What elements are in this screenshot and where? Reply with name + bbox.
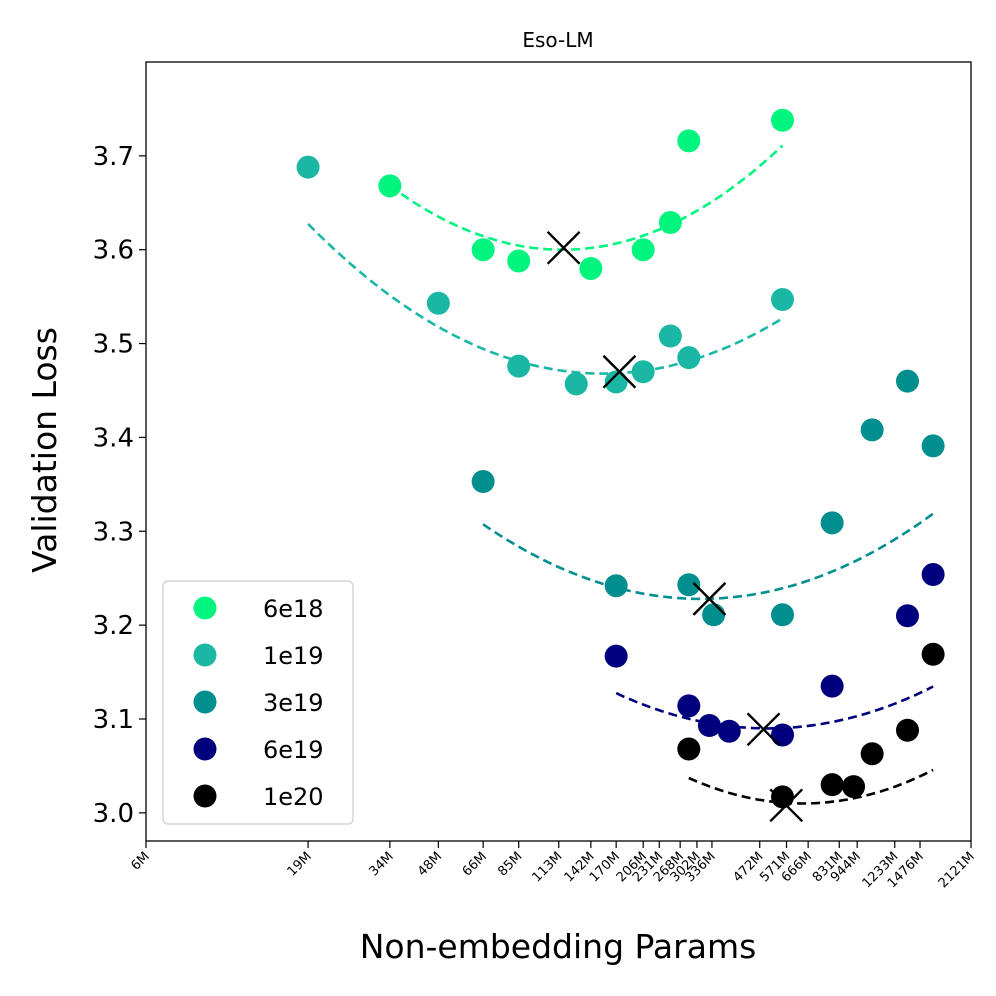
optimum-stroke — [746, 712, 781, 747]
fit-curve-3e19 — [482, 512, 934, 601]
x-tick-label: 6M — [128, 849, 152, 873]
y-tick-label: 3.5 — [93, 330, 134, 360]
y-tick-label: 3.7 — [93, 142, 134, 172]
data-point-6e19 — [697, 714, 721, 738]
data-point-6e19 — [820, 674, 844, 698]
data-point-6e18 — [471, 238, 495, 262]
legend-marker-3e19 — [193, 690, 217, 714]
y-tick-label: 3.6 — [93, 236, 134, 266]
optimum-markers — [546, 230, 804, 823]
data-point-1e19 — [771, 287, 795, 311]
data-point-3e19 — [702, 603, 726, 627]
legend-label-3e19: 3e19 — [263, 689, 324, 717]
data-point-1e19 — [426, 291, 450, 315]
data-point-3e19 — [921, 434, 945, 458]
legend-label-6e19: 6e19 — [263, 736, 324, 764]
legend-marker-6e19 — [193, 737, 217, 761]
x-tick-label: 85M — [495, 849, 525, 879]
legend-label-1e19: 1e19 — [263, 642, 324, 670]
data-point-6e18 — [507, 249, 531, 273]
legend-marker-1e20 — [193, 784, 217, 808]
fit-curve-6e19 — [615, 685, 934, 730]
data-point-3e19 — [895, 369, 919, 393]
optimum-stroke — [769, 788, 804, 823]
optimum-marker-6e19 — [746, 712, 781, 747]
data-point-1e20 — [860, 742, 884, 766]
y-tick-label: 3.3 — [93, 517, 134, 547]
chart-title: Eso-LM — [522, 28, 593, 52]
data-point-3e19 — [471, 470, 495, 494]
data-points — [296, 108, 945, 809]
legend-box — [162, 580, 354, 825]
data-point-1e19 — [507, 354, 531, 378]
data-point-6e18 — [631, 238, 655, 262]
data-point-3e19 — [677, 573, 701, 597]
y-tick-label: 3.0 — [93, 799, 134, 829]
data-point-1e19 — [564, 372, 588, 396]
optimum-stroke — [546, 230, 581, 265]
data-point-6e18 — [677, 129, 701, 153]
x-tick-label: 2121M — [936, 849, 978, 891]
legend-marker-6e18 — [193, 596, 217, 620]
optimum-marker-1e19 — [602, 354, 637, 389]
optimum-stroke — [692, 582, 727, 616]
data-point-3e19 — [771, 603, 795, 627]
data-point-1e20 — [895, 718, 919, 742]
legend-label-1e20: 1e20 — [263, 783, 324, 811]
x-tick-label: 113M — [529, 849, 565, 885]
data-point-6e18 — [579, 256, 603, 280]
y-tick-label: 3.2 — [93, 611, 134, 641]
data-point-6e19 — [895, 604, 919, 628]
x-tick-label: 66M — [460, 849, 490, 879]
data-point-1e19 — [604, 370, 628, 394]
data-point-6e18 — [378, 174, 402, 198]
data-point-6e19 — [921, 562, 945, 586]
data-point-1e20 — [842, 775, 866, 799]
fit-curve-1e20 — [688, 768, 934, 805]
data-point-1e19 — [658, 324, 682, 348]
fit-curve-1e19 — [307, 222, 784, 375]
y-tick-label: 3.4 — [93, 423, 134, 453]
data-point-6e18 — [771, 108, 795, 132]
legend-label-6e18: 6e18 — [263, 595, 324, 623]
legend-marker-1e19 — [193, 643, 217, 667]
x-tick-label: 34M — [366, 849, 396, 879]
fit-curve-6e18 — [389, 144, 784, 251]
fit-curves — [307, 144, 934, 805]
data-point-6e19 — [717, 719, 741, 743]
data-point-6e18 — [658, 210, 682, 234]
data-point-6e19 — [677, 694, 701, 718]
data-point-1e20 — [677, 737, 701, 761]
data-point-3e19 — [604, 574, 628, 598]
y-axis-label: Validation Loss — [25, 327, 64, 573]
optimum-marker-6e18 — [546, 230, 581, 265]
data-point-6e19 — [604, 644, 628, 668]
data-point-1e19 — [631, 360, 655, 384]
data-point-1e20 — [921, 642, 945, 666]
data-point-1e20 — [820, 773, 844, 797]
data-point-1e20 — [771, 785, 795, 809]
x-tick-label: 19M — [285, 849, 315, 879]
data-point-3e19 — [860, 418, 884, 442]
data-point-1e19 — [296, 155, 320, 179]
x-axis-label: Non-embedding Params — [360, 927, 757, 966]
data-point-6e19 — [771, 723, 795, 747]
data-point-3e19 — [820, 511, 844, 535]
data-point-1e19 — [677, 346, 701, 370]
optimum-marker-3e19 — [692, 582, 727, 616]
legend: 6e18 1e19 3e19 6e19 1e20 — [162, 580, 354, 825]
x-tick-label: 48M — [415, 849, 445, 879]
optimum-stroke — [602, 354, 637, 389]
optimum-marker-1e20 — [769, 788, 804, 823]
y-tick-label: 3.1 — [93, 705, 134, 735]
